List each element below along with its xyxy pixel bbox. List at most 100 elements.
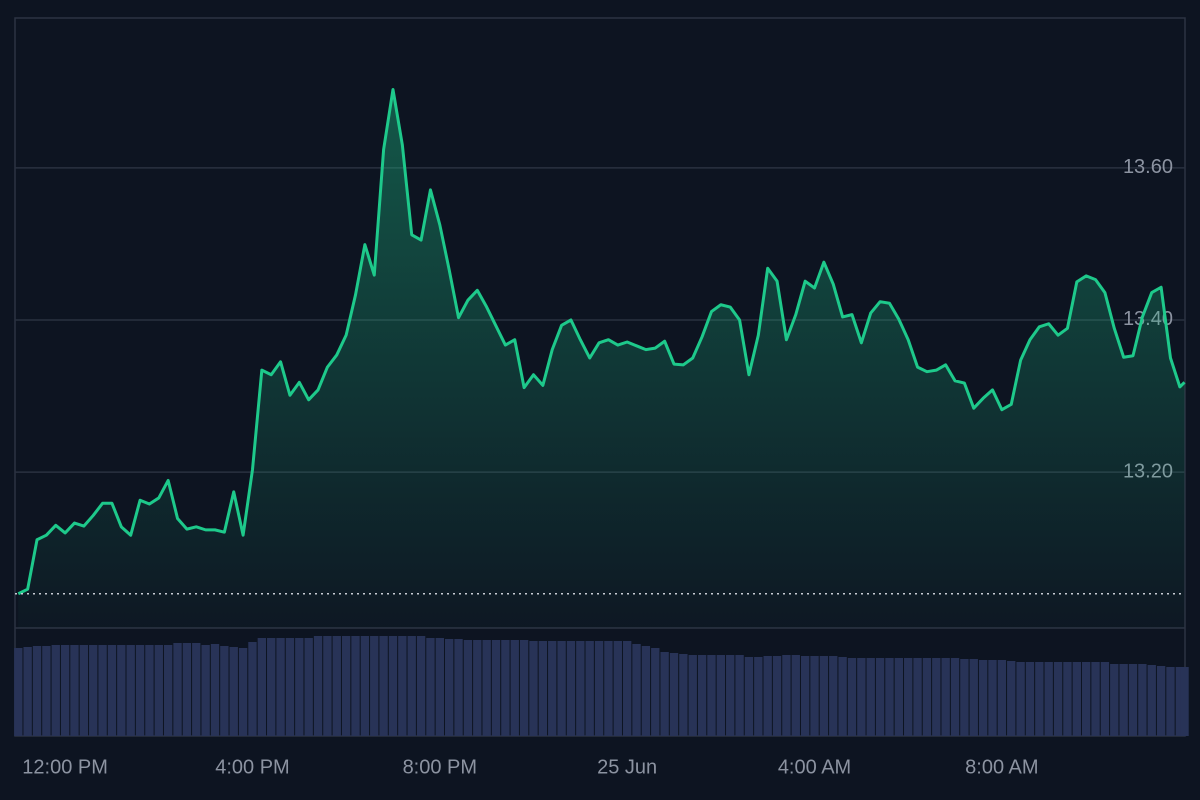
volume-bar: [1147, 665, 1156, 736]
volume-bar: [988, 660, 997, 736]
volume-bar: [847, 658, 857, 736]
volume-bar: [398, 636, 407, 736]
volume-bar: [192, 643, 201, 736]
volume-bar: [885, 658, 894, 736]
volume-bar: [510, 640, 519, 736]
volume-bar: [426, 638, 435, 736]
volume-bar: [548, 641, 557, 736]
volume-bar: [1072, 662, 1081, 736]
volume-bar: [651, 648, 660, 736]
volume-bar: [529, 641, 538, 736]
area-fill: [18, 89, 1185, 628]
volume-bar: [42, 646, 51, 736]
volume-bar: [14, 648, 23, 736]
volume-bar: [370, 636, 379, 736]
volume-bar: [154, 645, 163, 736]
volume-bar: [922, 658, 932, 736]
volume-bar: [332, 636, 341, 736]
volume-bar: [1156, 666, 1166, 736]
volume-bar: [1166, 667, 1175, 736]
volume-bar: [1119, 664, 1128, 736]
volume-bar: [857, 658, 866, 736]
volume-bar: [735, 655, 744, 736]
volume-bar: [145, 645, 154, 736]
volume-bar: [379, 636, 388, 736]
volume-bar: [688, 655, 697, 736]
volume-bar: [463, 640, 473, 736]
volume-bar: [1100, 662, 1110, 736]
volume-bar: [679, 654, 688, 736]
volume-bar: [576, 641, 585, 736]
volume-bar: [997, 660, 1007, 736]
x-tick-label: 12:00 PM: [22, 756, 108, 778]
volume-bar: [1091, 662, 1100, 736]
volume-bar: [604, 641, 613, 736]
x-tick-label: 25 Jun: [597, 756, 657, 778]
volume-bar: [117, 645, 126, 736]
volume-bar: [622, 641, 632, 736]
volume-bar: [182, 643, 192, 736]
volume-bar: [754, 657, 763, 736]
volume-bar: [276, 638, 285, 736]
volume-bar: [669, 653, 679, 736]
volume-bar: [435, 638, 444, 736]
volume-bar: [70, 645, 79, 736]
volume-bar: [960, 659, 969, 736]
volume-bar: [1138, 664, 1147, 736]
volume-bar: [1007, 661, 1016, 736]
volume-bar: [829, 656, 838, 736]
volume-bar: [444, 639, 454, 736]
volume-bar: [1063, 662, 1072, 736]
volume-bar: [501, 640, 510, 736]
x-tick-label: 4:00 PM: [215, 756, 289, 778]
volume-bar: [220, 646, 229, 736]
volume-bar: [941, 658, 950, 736]
volume-bar: [875, 658, 885, 736]
volume-bar: [98, 645, 107, 736]
volume-bar: [1180, 667, 1189, 736]
volume-bar: [772, 656, 782, 736]
volume-bar: [1025, 662, 1035, 736]
volume-bar: [707, 655, 716, 736]
volume-bar: [791, 655, 800, 736]
volume-bar: [1016, 662, 1025, 736]
volume-bar: [1128, 664, 1138, 736]
volume-bar: [163, 645, 173, 736]
volume-bar: [913, 658, 922, 736]
volume-bar: [304, 638, 313, 736]
volume-bar: [641, 646, 651, 736]
x-tick-label: 4:00 AM: [778, 756, 851, 778]
volume-bar: [1053, 662, 1063, 736]
volume-bar: [838, 657, 847, 736]
volume-bar: [969, 659, 978, 736]
volume-bar: [1175, 667, 1185, 736]
volume-bar: [632, 644, 641, 736]
volume-bar: [79, 645, 89, 736]
volume-bar: [557, 641, 566, 736]
volume-bar: [726, 655, 735, 736]
volume-bar: [744, 657, 754, 736]
volume-bar: [810, 656, 819, 736]
volume-bar: [782, 655, 791, 736]
volume-bar: [416, 636, 426, 736]
price-line: [17, 88, 1186, 596]
volume-bar: [716, 655, 726, 736]
x-tick-label: 8:00 AM: [965, 756, 1038, 778]
volume-bar: [388, 636, 398, 736]
x-tick-label: 8:00 PM: [403, 756, 477, 778]
volume-bar: [32, 646, 42, 736]
volume-bar: [1110, 664, 1119, 736]
volume-bar: [482, 640, 491, 736]
volume-bar: [763, 656, 772, 736]
volume-bar: [932, 658, 941, 736]
volume-bar: [23, 647, 32, 736]
volume-bar: [107, 645, 117, 736]
volume-bar: [238, 648, 248, 736]
volume-bar: [1044, 662, 1053, 736]
volume-bar: [135, 645, 145, 736]
volume-bar: [594, 641, 604, 736]
volume-bar: [978, 660, 988, 736]
volume-bar: [1081, 662, 1091, 736]
